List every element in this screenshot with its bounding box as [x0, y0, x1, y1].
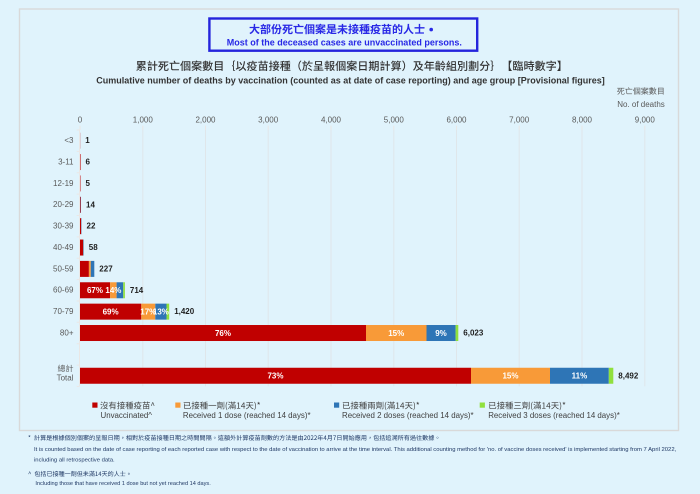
- svg-text:It is counted based on the dat: It is counted based on the date of case …: [34, 447, 677, 453]
- svg-text:20-29: 20-29: [53, 200, 74, 209]
- svg-text:14%: 14%: [105, 286, 121, 295]
- svg-text:15%: 15%: [388, 329, 404, 338]
- svg-text:Total: Total: [57, 374, 74, 383]
- svg-text:Most of the deceased cases are: Most of the deceased cases are unvaccina…: [227, 38, 462, 48]
- svg-text:14: 14: [86, 200, 95, 209]
- svg-text:30-39: 30-39: [53, 222, 74, 231]
- svg-text:Unvaccinated^: Unvaccinated^: [101, 411, 153, 420]
- svg-text:67%: 67%: [87, 286, 103, 295]
- svg-text:9,000: 9,000: [635, 116, 656, 125]
- svg-text:Received 3 doses (reached 14 d: Received 3 doses (reached 14 days)*: [488, 411, 620, 420]
- svg-text:2,000: 2,000: [195, 116, 216, 125]
- svg-text:6,023: 6,023: [463, 329, 484, 338]
- svg-text:Including those that have rece: Including those that have received 1 dos…: [35, 481, 211, 487]
- svg-text:4,000: 4,000: [321, 116, 342, 125]
- svg-text:including all retrospective da: including all retrospective data.: [34, 457, 115, 463]
- svg-text:Received 1 dose (reached 14 da: Received 1 dose (reached 14 days)*: [183, 411, 311, 420]
- svg-text:22: 22: [87, 222, 96, 231]
- svg-text:73%: 73%: [267, 372, 283, 381]
- svg-text:5,000: 5,000: [384, 116, 405, 125]
- svg-text:9%: 9%: [435, 329, 447, 338]
- svg-text:50-59: 50-59: [53, 264, 74, 273]
- svg-text:80+: 80+: [60, 328, 74, 337]
- svg-text:11%: 11%: [572, 372, 588, 381]
- svg-text:227: 227: [99, 264, 113, 273]
- svg-text:3-11: 3-11: [58, 158, 74, 167]
- svg-text:1: 1: [85, 136, 90, 145]
- svg-text:6: 6: [86, 158, 91, 167]
- svg-text:<3: <3: [64, 136, 74, 145]
- svg-text:5: 5: [86, 179, 91, 188]
- svg-text:58: 58: [89, 243, 98, 252]
- svg-text:13%: 13%: [153, 308, 169, 317]
- svg-text:3,000: 3,000: [258, 116, 279, 125]
- svg-text:8,000: 8,000: [572, 116, 593, 125]
- svg-text:60-69: 60-69: [53, 286, 74, 295]
- svg-text:Cumulative number of deaths by: Cumulative number of deaths by vaccinati…: [96, 76, 605, 86]
- svg-text:12-19: 12-19: [53, 179, 74, 188]
- svg-text:1,420: 1,420: [174, 307, 195, 316]
- svg-text:40-49: 40-49: [53, 243, 74, 252]
- svg-text:0: 0: [78, 116, 83, 125]
- svg-text:6,000: 6,000: [446, 116, 467, 125]
- svg-text:70-79: 70-79: [53, 307, 74, 316]
- svg-text:76%: 76%: [215, 329, 231, 338]
- svg-text:69%: 69%: [103, 308, 119, 317]
- svg-text:Received 2 doses (reached 14 d: Received 2 doses (reached 14 days)*: [342, 411, 474, 420]
- svg-text:No. of deaths: No. of deaths: [617, 100, 665, 109]
- svg-text:1,000: 1,000: [133, 116, 154, 125]
- svg-text:15%: 15%: [502, 372, 518, 381]
- svg-text:17%: 17%: [140, 308, 156, 317]
- svg-text:8,492: 8,492: [618, 371, 639, 380]
- svg-text:7,000: 7,000: [509, 116, 530, 125]
- svg-text:714: 714: [130, 286, 144, 295]
